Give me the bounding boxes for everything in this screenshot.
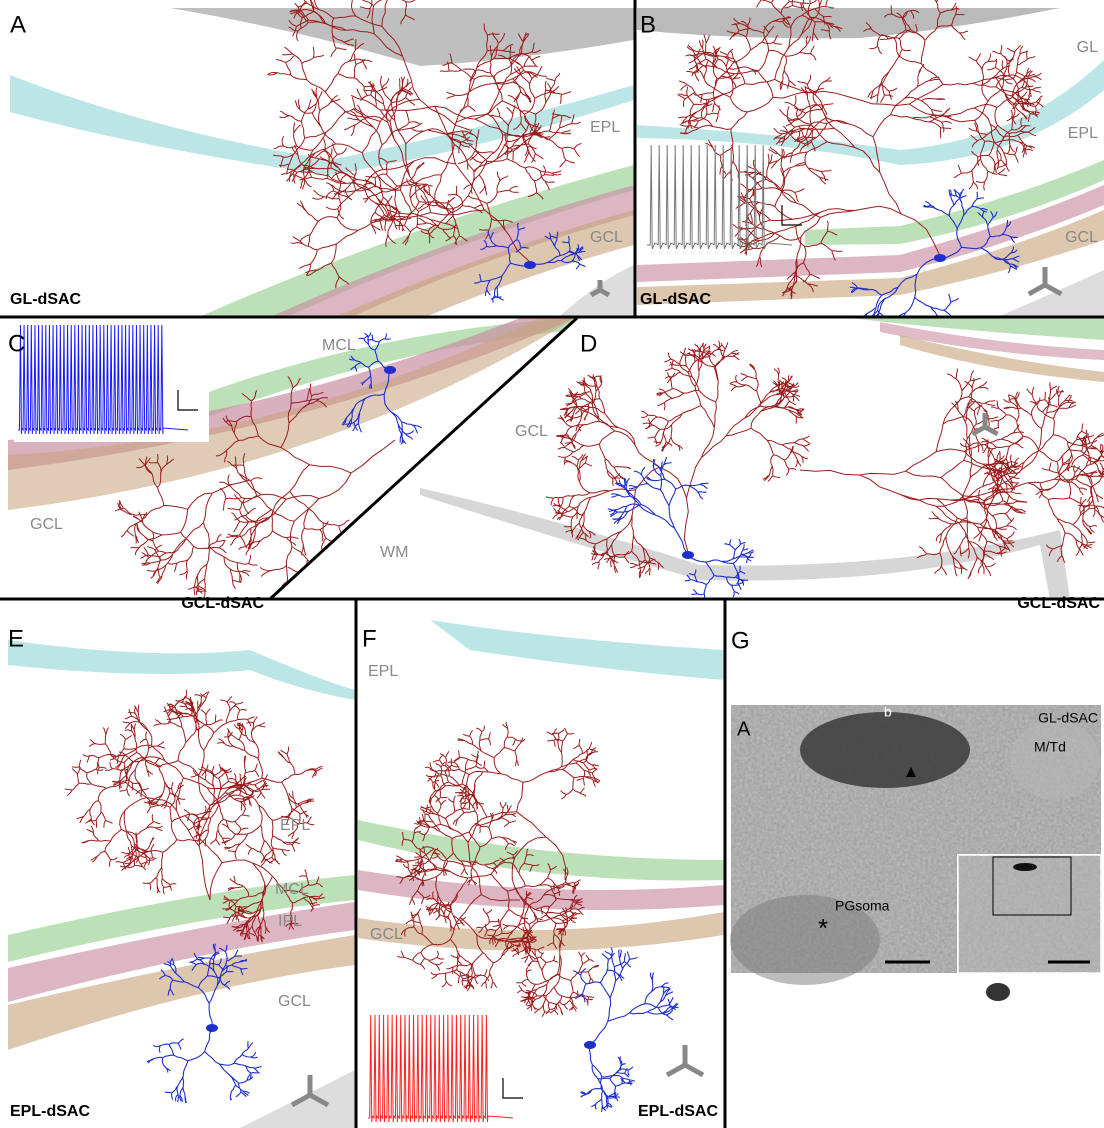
cell-type: EPL-dSAC [638, 1103, 718, 1120]
dendrite [607, 456, 709, 556]
cell-type: GL-dSAC [10, 291, 82, 308]
axon [516, 929, 600, 1018]
dendrite [158, 943, 248, 1029]
neuron [395, 721, 679, 1112]
layer-label: GCL [590, 229, 623, 246]
inset-letter: A [737, 718, 751, 740]
axon [64, 689, 323, 901]
axon [114, 454, 258, 598]
dendrite [348, 332, 391, 389]
neuron [677, 0, 1044, 316]
dendrite [572, 947, 679, 1046]
axon [267, 0, 471, 235]
panel-letter: A [10, 11, 26, 38]
soma [584, 1041, 596, 1049]
layer-label: EPL [280, 817, 310, 834]
layer-label: MCL [322, 337, 356, 354]
dendrite [849, 257, 962, 316]
cell-type: GCL-dSAC [181, 595, 264, 612]
axon [949, 382, 1104, 563]
dendrite [684, 538, 755, 598]
panel-letter: E [8, 625, 24, 652]
orientation-icon [290, 1075, 330, 1108]
layer-label: GCL [515, 423, 548, 440]
dendrite [923, 188, 1020, 274]
spike-trace [647, 144, 793, 250]
axon [732, 63, 953, 300]
em-label: b [884, 704, 892, 720]
axon [362, 32, 582, 246]
panel-b-layers [637, 8, 1104, 316]
scale-bar [781, 205, 802, 226]
em-label: * [818, 913, 828, 943]
axon [859, 0, 1044, 191]
axon [545, 340, 811, 578]
soma [384, 366, 396, 374]
panel-letter: F [362, 625, 377, 652]
layer-label: GCL [370, 926, 403, 943]
cell-type: EPL-dSAC [10, 1103, 90, 1120]
scale-bar [502, 1078, 523, 1099]
neuron [114, 332, 422, 598]
spike-trace [368, 1014, 514, 1123]
panel-letter: G [731, 627, 750, 654]
soma [206, 1024, 218, 1032]
axon [677, 0, 861, 181]
layer-label: EPL [368, 663, 398, 680]
orientation-icon [589, 280, 611, 298]
layer-label: GCL [30, 516, 63, 533]
labels: A EPL GCL GL-dSAC B GL EPL GCL GL-dSAC C… [8, 11, 1100, 1120]
panel-f-layers [358, 620, 724, 951]
axon [410, 721, 601, 963]
panel-letter: D [580, 330, 597, 357]
layer-label: IPL [278, 913, 302, 930]
spike-trace [18, 324, 189, 435]
em-cell-label: GL-dSAC [1038, 710, 1098, 726]
em-label: PGsoma [835, 898, 890, 914]
orientation-icon [665, 1045, 705, 1078]
layer-label: EPL [590, 119, 620, 136]
soma [682, 551, 694, 559]
neuron [267, 0, 586, 303]
orientation-icon [971, 413, 999, 437]
soma [934, 254, 946, 262]
layer-label: GCL [278, 993, 311, 1010]
dendrite [529, 231, 586, 270]
layer-label: GL [1077, 39, 1098, 56]
soma [524, 261, 536, 269]
layer-label: GCL [1065, 229, 1098, 246]
scale-bar [177, 390, 198, 411]
neuron-reconstructions [64, 0, 1104, 1112]
axon [123, 764, 326, 943]
orientation-icon [1027, 267, 1063, 297]
panel-letter: B [640, 11, 656, 38]
dendrite [146, 1027, 262, 1104]
layer-label: MCL [275, 881, 309, 898]
dendrite [580, 1044, 636, 1112]
dendrite [474, 222, 531, 303]
panel-d-layers [420, 318, 1104, 598]
neuron [64, 689, 326, 1104]
layer-label: EPL [1068, 125, 1098, 142]
dendrite [341, 369, 422, 445]
electron-micrograph [730, 705, 1102, 1001]
spike-traces [14, 144, 1063, 1123]
panel-letter: C [8, 330, 25, 357]
cell-type: GCL-dSAC [1017, 595, 1100, 612]
em-label: M/Td [1034, 739, 1066, 755]
cell-type: GL-dSAC [640, 291, 712, 308]
layer-label: WM [380, 544, 408, 561]
panel-e-layers [8, 640, 355, 1128]
neuron [545, 340, 1104, 598]
axon [395, 786, 537, 992]
axon [215, 376, 396, 591]
